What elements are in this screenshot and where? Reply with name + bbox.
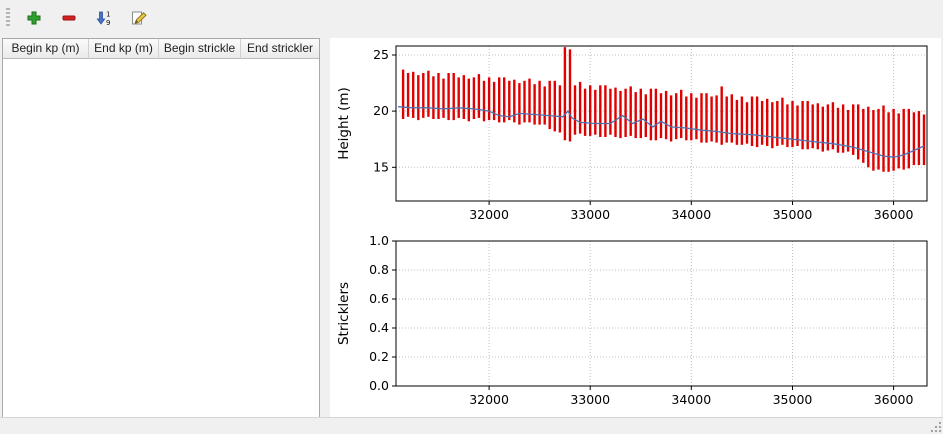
- svg-text:33000: 33000: [570, 392, 610, 407]
- edit-button[interactable]: [125, 4, 153, 32]
- column-header-end-kp[interactable]: End kp (m): [89, 39, 159, 59]
- svg-text:33000: 33000: [570, 207, 610, 222]
- svg-text:0.0: 0.0: [369, 378, 389, 393]
- svg-text:25: 25: [373, 47, 389, 62]
- remove-row-button[interactable]: [55, 4, 83, 32]
- svg-text:32000: 32000: [469, 207, 509, 222]
- table-body-empty: [3, 59, 319, 417]
- stricklers-chart: 32000 33000 34000 35000 36000 0.0 0.2 0.4 0.6 0.8…: [330, 233, 941, 418]
- column-header-begin-kp[interactable]: Begin kp (m): [3, 39, 89, 59]
- svg-text:34000: 34000: [671, 207, 711, 222]
- status-bar: [0, 417, 943, 434]
- edit-icon: [131, 11, 147, 25]
- svg-text:35000: 35000: [773, 207, 813, 222]
- svg-text:Height (m): Height (m): [336, 87, 352, 160]
- main-area: Begin kp (m) End kp (m) Begin strickle E…: [2, 38, 941, 418]
- sort-ascending-icon: 1 9: [96, 11, 110, 26]
- svg-text:0.4: 0.4: [369, 320, 389, 335]
- svg-text:1.0: 1.0: [369, 233, 389, 248]
- svg-text:35000: 35000: [773, 392, 813, 407]
- resize-grip-icon[interactable]: [929, 420, 942, 433]
- svg-text:36000: 36000: [874, 392, 914, 407]
- panel-splitter[interactable]: [320, 38, 330, 418]
- svg-text:34000: 34000: [671, 392, 711, 407]
- svg-text:1: 1: [106, 11, 110, 19]
- svg-text:0.8: 0.8: [369, 262, 389, 277]
- height-profile-chart: 32000 33000 34000 35000 36000 15 20 25 Height (m…: [330, 38, 941, 233]
- svg-text:32000: 32000: [469, 392, 509, 407]
- svg-text:36000: 36000: [874, 207, 914, 222]
- svg-text:9: 9: [106, 19, 110, 26]
- add-row-button[interactable]: [20, 4, 48, 32]
- column-header-begin-strickler[interactable]: Begin strickle: [159, 39, 241, 59]
- table-header-row: Begin kp (m) End kp (m) Begin strickle E…: [3, 39, 319, 59]
- svg-text:20: 20: [373, 103, 389, 118]
- svg-text:Stricklers: Stricklers: [336, 282, 352, 345]
- svg-text:0.6: 0.6: [369, 291, 389, 306]
- svg-text:15: 15: [373, 159, 389, 174]
- minus-icon: [62, 15, 76, 21]
- plus-icon: [27, 11, 41, 25]
- toolbar-drag-handle[interactable]: [6, 8, 10, 28]
- sort-button[interactable]: 1 9: [90, 4, 118, 32]
- svg-text:0.2: 0.2: [369, 349, 389, 364]
- toolbar: 1 9: [0, 0, 943, 36]
- charts-panel: 32000 33000 34000 35000 36000 15 20 25 Height (m…: [330, 38, 941, 418]
- strickler-table: Begin kp (m) End kp (m) Begin strickle E…: [2, 38, 320, 418]
- column-header-end-strickler[interactable]: End strickler: [241, 39, 319, 59]
